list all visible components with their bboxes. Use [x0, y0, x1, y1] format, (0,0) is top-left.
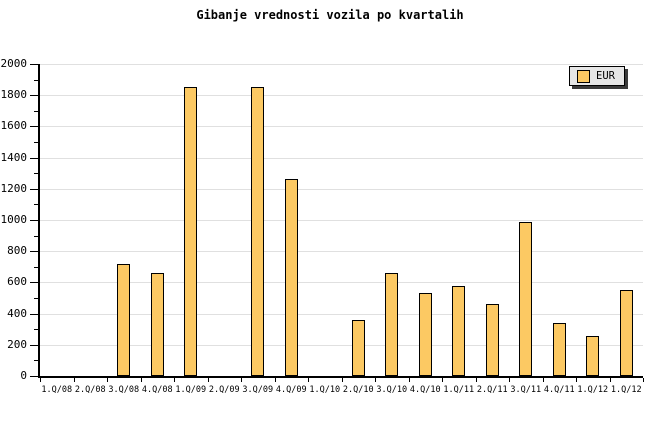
x-axis-tick-label: 2.Q/11	[476, 385, 508, 395]
y-axis-tick-label: 1200	[0, 181, 28, 195]
gridline	[40, 188, 643, 190]
bar-3.Q/10	[385, 273, 399, 376]
x-axis-tick	[174, 378, 175, 382]
x-axis-tick	[509, 378, 510, 382]
gridline	[40, 282, 643, 284]
y-axis-minor-tick	[34, 360, 38, 362]
y-axis-minor-tick	[34, 142, 38, 143]
x-axis-tick-label: 4.Q/08	[141, 385, 173, 395]
x-axis-tick-label: 3.Q/09	[242, 385, 274, 395]
y-axis-tick-label: 0	[20, 369, 27, 382]
x-axis-tick	[107, 378, 108, 382]
x-axis-tick-label: 1.Q/08	[41, 385, 73, 395]
gridline	[40, 220, 643, 221]
y-axis-tick-label: 1600	[0, 119, 28, 133]
y-axis-major-tick	[30, 251, 38, 253]
gridline	[40, 157, 643, 159]
x-axis-tick	[408, 378, 410, 382]
legend: EUR	[569, 66, 625, 86]
y-axis-major-tick	[30, 157, 38, 159]
bar-2.Q/10	[351, 319, 365, 376]
y-axis-major-tick	[30, 220, 38, 221]
x-axis-tick	[140, 378, 142, 382]
bar-2.Q/11	[485, 304, 499, 376]
bar-3.Q/09	[251, 87, 265, 376]
gridline	[40, 344, 643, 346]
gridline	[40, 313, 643, 315]
y-axis-minor-tick	[34, 204, 38, 206]
x-axis-tick-label: 3.Q/11	[510, 385, 542, 395]
x-axis-tick	[341, 378, 343, 382]
bar-3.Q/11	[519, 221, 533, 376]
y-axis-tick-label: 1400	[0, 150, 28, 164]
y-axis-minor-tick	[34, 173, 38, 175]
x-axis-tick	[442, 378, 443, 382]
x-axis-tick-label: 2.Q/08	[74, 385, 106, 395]
y-axis-major-tick	[30, 282, 38, 284]
plot-area	[38, 64, 643, 378]
y-axis-tick-label: 1000	[0, 213, 28, 226]
bar-4.Q/10	[418, 293, 432, 376]
y-axis-tick-label: 800	[7, 244, 27, 258]
y-axis-major-tick	[30, 126, 38, 128]
x-axis-tick-label: 1.Q/11	[443, 385, 475, 395]
y-axis-minor-tick	[34, 110, 38, 112]
x-axis-tick-label: 1.Q/09	[175, 385, 207, 395]
y-axis-minor-tick	[34, 329, 38, 331]
bar-1.Q/11	[452, 286, 466, 376]
bar-3.Q/08	[117, 263, 131, 376]
chart-title: Gibanje vrednosti vozila po kvartalih	[196, 8, 464, 22]
gridline	[40, 126, 643, 128]
bar-1.Q/12	[586, 336, 600, 376]
y-axis-major-tick	[30, 95, 38, 97]
y-axis-minor-tick	[34, 79, 38, 81]
gridline	[40, 95, 643, 97]
y-axis-tick-label: 200	[7, 337, 27, 351]
y-axis-major-tick	[30, 344, 38, 346]
y-axis-tick-label: 600	[7, 275, 27, 289]
x-axis-tick	[241, 378, 242, 382]
bar-4.Q/08	[150, 273, 164, 376]
x-axis-tick-label: 1.Q/12	[610, 385, 642, 395]
bar-1.Q/09	[184, 87, 198, 376]
y-axis-tick-label: 1800	[0, 88, 28, 102]
x-axis-tick	[475, 378, 477, 382]
x-axis-tick	[576, 378, 577, 382]
y-axis-tick-label: 400	[7, 306, 27, 320]
y-axis-minor-tick	[34, 235, 38, 237]
x-axis-tick-label: 3.Q/08	[108, 385, 140, 395]
x-axis-tick	[643, 378, 644, 382]
x-axis-tick-label: 2.Q/10	[342, 385, 374, 395]
y-axis-minor-tick	[34, 266, 38, 268]
x-axis-tick	[542, 378, 544, 382]
x-axis-tick	[40, 378, 41, 382]
y-axis-minor-tick	[34, 298, 38, 299]
gridline	[40, 64, 643, 65]
bar-1.Q/12	[619, 290, 633, 376]
y-axis-major-tick	[30, 313, 38, 315]
x-axis-tick-label: 3.Q/10	[376, 385, 408, 395]
x-axis-tick	[207, 378, 209, 382]
x-axis-tick-label: 1.Q/12	[577, 385, 609, 395]
y-axis-major-tick	[30, 64, 38, 65]
legend-swatch-icon	[577, 69, 590, 83]
x-axis-tick-label: 2.Q/09	[208, 385, 240, 395]
legend-series-label: EUR	[596, 69, 615, 82]
x-axis-tick-label: 4.Q/10	[409, 385, 441, 395]
x-axis-tick-label: 1.Q/10	[309, 385, 341, 395]
y-axis-major-tick	[30, 376, 38, 377]
x-axis-tick	[609, 378, 611, 382]
x-axis-tick-label: 4.Q/09	[275, 385, 307, 395]
y-axis-tick-label: 2000	[0, 57, 28, 70]
x-axis-tick	[375, 378, 376, 382]
gridline	[40, 251, 643, 253]
x-axis-tick	[308, 378, 309, 382]
x-axis-tick-label: 4.Q/11	[543, 385, 575, 395]
bar-4.Q/11	[552, 322, 566, 376]
x-axis-tick	[73, 378, 75, 382]
bar-4.Q/09	[284, 179, 298, 376]
y-axis-major-tick	[30, 188, 38, 190]
x-axis-tick	[274, 378, 276, 382]
